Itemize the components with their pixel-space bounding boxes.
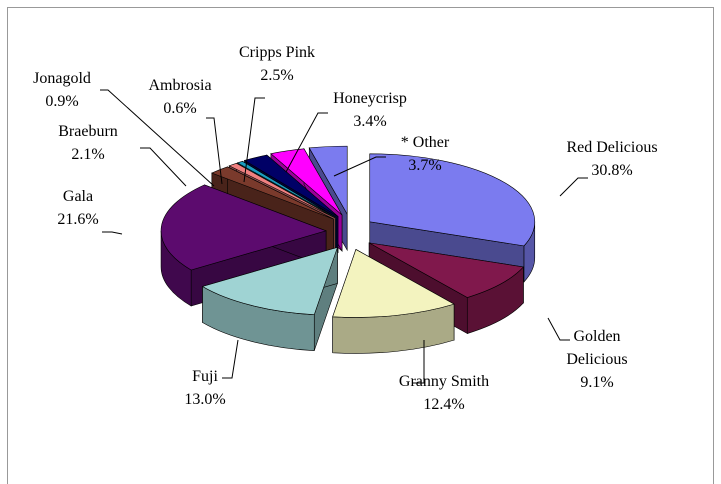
category-label: * Other bbox=[400, 134, 450, 151]
slice-top bbox=[369, 153, 536, 247]
value-label: 3.7% bbox=[408, 157, 442, 174]
slice bbox=[160, 184, 327, 307]
value-label: 0.9% bbox=[45, 93, 79, 110]
slice-top bbox=[270, 148, 343, 216]
slice-top bbox=[228, 163, 336, 219]
leader-line bbox=[140, 147, 187, 187]
category-label: Ambrosia bbox=[148, 77, 212, 94]
leader-line bbox=[100, 89, 215, 187]
data-label: Ambrosia 0.6% bbox=[148, 74, 211, 120]
data-label: Golden Delicious 9.1% bbox=[557, 325, 637, 394]
slice-top bbox=[243, 154, 339, 217]
slice-top bbox=[201, 246, 338, 315]
value-label: 21.6% bbox=[57, 211, 99, 228]
data-label: Gala 21.6% bbox=[57, 185, 98, 231]
slice-top bbox=[332, 249, 455, 318]
data-label: Jonagold 0.9% bbox=[33, 67, 91, 113]
slice-top bbox=[308, 145, 348, 216]
data-label: Red Delicious 30.8% bbox=[566, 136, 657, 182]
category-label: Golden Delicious bbox=[566, 328, 628, 368]
data-label: Fuji 13.0% bbox=[184, 365, 225, 411]
leader-line bbox=[412, 340, 425, 384]
value-label: 2.5% bbox=[260, 67, 294, 84]
value-label: 2.1% bbox=[71, 146, 105, 163]
category-label: Jonagold bbox=[33, 70, 91, 87]
category-label: Granny Smith bbox=[398, 373, 490, 390]
slice-top bbox=[160, 184, 327, 271]
leader-line bbox=[285, 112, 328, 173]
value-label: 12.4% bbox=[423, 396, 465, 413]
value-label: 3.4% bbox=[353, 113, 387, 130]
value-label: 0.6% bbox=[163, 100, 197, 117]
data-label: * Other 3.7% bbox=[401, 131, 449, 177]
leader-line bbox=[559, 177, 588, 197]
data-label: Braeburn 2.1% bbox=[58, 120, 118, 166]
leader-line bbox=[243, 97, 265, 183]
category-label: Fuji bbox=[192, 368, 218, 385]
leader-line bbox=[333, 156, 386, 177]
slice-top bbox=[211, 166, 334, 220]
leader-line bbox=[206, 117, 223, 185]
slice bbox=[201, 246, 338, 351]
leader-line bbox=[222, 339, 239, 379]
category-label: Braeburn bbox=[58, 123, 118, 140]
chart-frame bbox=[7, 7, 714, 484]
leader-line bbox=[102, 231, 123, 235]
category-label: Red Delicious bbox=[566, 139, 658, 156]
data-label: Granny Smith 12.4% bbox=[399, 370, 489, 416]
value-label: 13.0% bbox=[184, 391, 226, 408]
leader-line bbox=[547, 317, 570, 341]
category-label: Gala bbox=[62, 188, 94, 205]
category-label: Cripps Pink bbox=[238, 44, 316, 61]
slice-top bbox=[236, 161, 337, 218]
data-label: Cripps Pink 2.5% bbox=[239, 41, 315, 87]
slice-top bbox=[368, 242, 525, 298]
category-label: Honeycrisp bbox=[333, 90, 407, 107]
value-label: 9.1% bbox=[580, 374, 614, 391]
data-label: Honeycrisp 3.4% bbox=[333, 87, 407, 133]
value-label: 30.8% bbox=[591, 162, 633, 179]
